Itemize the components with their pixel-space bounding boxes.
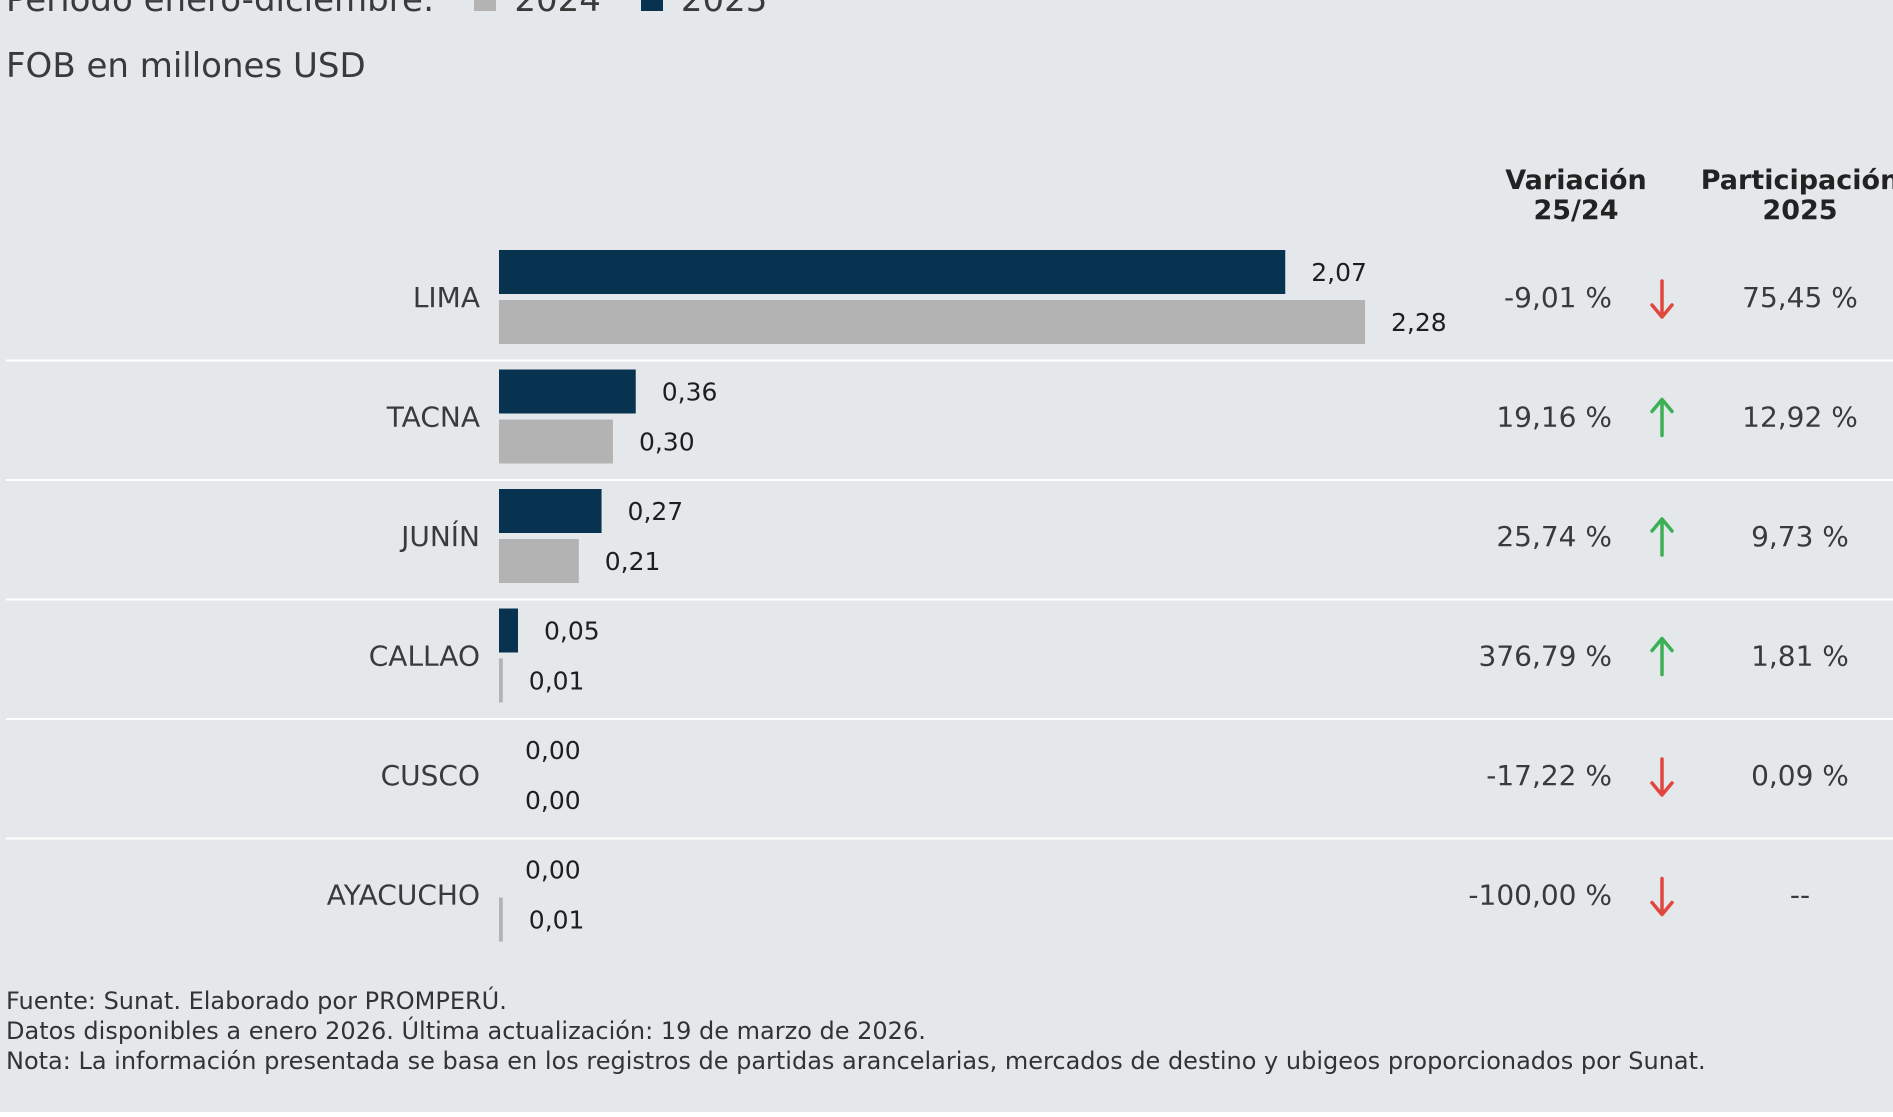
bar-2024 [499, 539, 579, 583]
unit-label: FOB en millones USD [6, 46, 366, 86]
bar-2024 [499, 658, 503, 703]
data-label-2024: 0,21 [605, 547, 661, 576]
variation-value: 25,74 % [1496, 520, 1612, 553]
share-value: 1,81 % [1751, 640, 1849, 673]
bar-2024 [499, 300, 1365, 344]
variation-value: 19,16 % [1496, 401, 1612, 434]
data-label-2024: 0,30 [639, 428, 695, 457]
data-label-2025: 0,00 [525, 736, 581, 765]
category-label: AYACUCHO [327, 879, 480, 912]
legend-swatch-2024 [474, 0, 497, 11]
data-label-2025: 0,05 [544, 617, 600, 646]
share-value: 12,92 % [1742, 401, 1858, 434]
category-label: CUSCO [381, 759, 480, 792]
variation-value: -100,00 % [1468, 879, 1612, 912]
share-header-line-2: 2025 [1762, 195, 1838, 226]
footer-source: Fuente: Sunat. Elaborado por PROMPERÚ. [6, 987, 507, 1015]
bar-2024 [499, 419, 613, 464]
data-label-2025: 0,00 [525, 856, 581, 885]
share-value: 75,45 % [1742, 281, 1858, 314]
footer-date: Datos disponibles a enero 2026. Última a… [6, 1017, 926, 1045]
share-value: -- [1790, 879, 1810, 912]
arrow-down-icon [1650, 876, 1674, 917]
variation-value: 376,79 % [1479, 640, 1612, 673]
footer-note: Nota: La información presentada se basa … [6, 1047, 1706, 1075]
data-label-2025: 0,36 [662, 378, 718, 407]
bar-chart: LIMA 2,07 2,28 -9,01 % 75,45 % TACNA 0,36 0,30 1… [6, 250, 1893, 942]
share-header-line-1: Participación [1700, 165, 1893, 196]
arrow-down-icon [1650, 757, 1674, 797]
period-label: Periodo enero-diciembre: [6, 0, 435, 20]
legend-row: Periodo enero-diciembre: 2024 2025 [6, 0, 767, 20]
data-label-2025: 2,07 [1311, 258, 1367, 287]
legend-label-2024: 2024 [514, 0, 601, 20]
data-label-2025: 0,27 [628, 497, 684, 526]
arrow-down-icon [1650, 279, 1674, 319]
bottom-divider [0, 1112, 1893, 1117]
arrow-up-icon [1650, 636, 1674, 677]
category-label: TACNA [386, 401, 480, 434]
bar-2025 [499, 608, 518, 653]
data-label-2024: 0,01 [529, 906, 585, 935]
footer-notes: Fuente: Sunat. Elaborado por PROMPERÚ. D… [6, 986, 1706, 1076]
category-label: JUNÍN [399, 519, 480, 553]
legend-label-2025: 2025 [680, 0, 768, 20]
share-column-header: Participación 2025 [1700, 166, 1893, 226]
variation-value: -9,01 % [1504, 281, 1612, 314]
category-label: LIMA [413, 281, 480, 314]
bar-2024 [499, 897, 503, 942]
variation-value: -17,22 % [1486, 759, 1612, 792]
legend-swatch-2025 [640, 0, 663, 11]
category-label: CALLAO [369, 640, 480, 673]
bar-2025 [499, 489, 602, 533]
arrow-up-icon [1650, 517, 1674, 557]
data-label-2024: 0,01 [529, 667, 585, 696]
variation-column-header: Variación 25/24 [1476, 166, 1676, 226]
data-label-2024: 2,28 [1391, 308, 1447, 337]
arrow-up-icon [1650, 397, 1674, 438]
bar-2025 [499, 250, 1286, 294]
variation-header-line-2: 25/24 [1533, 195, 1619, 226]
share-value: 0,09 % [1751, 759, 1849, 792]
bar-2025 [499, 369, 636, 414]
data-label-2024: 0,00 [525, 786, 581, 815]
share-value: 9,73 % [1751, 520, 1849, 553]
variation-header-line-1: Variación [1505, 165, 1647, 196]
